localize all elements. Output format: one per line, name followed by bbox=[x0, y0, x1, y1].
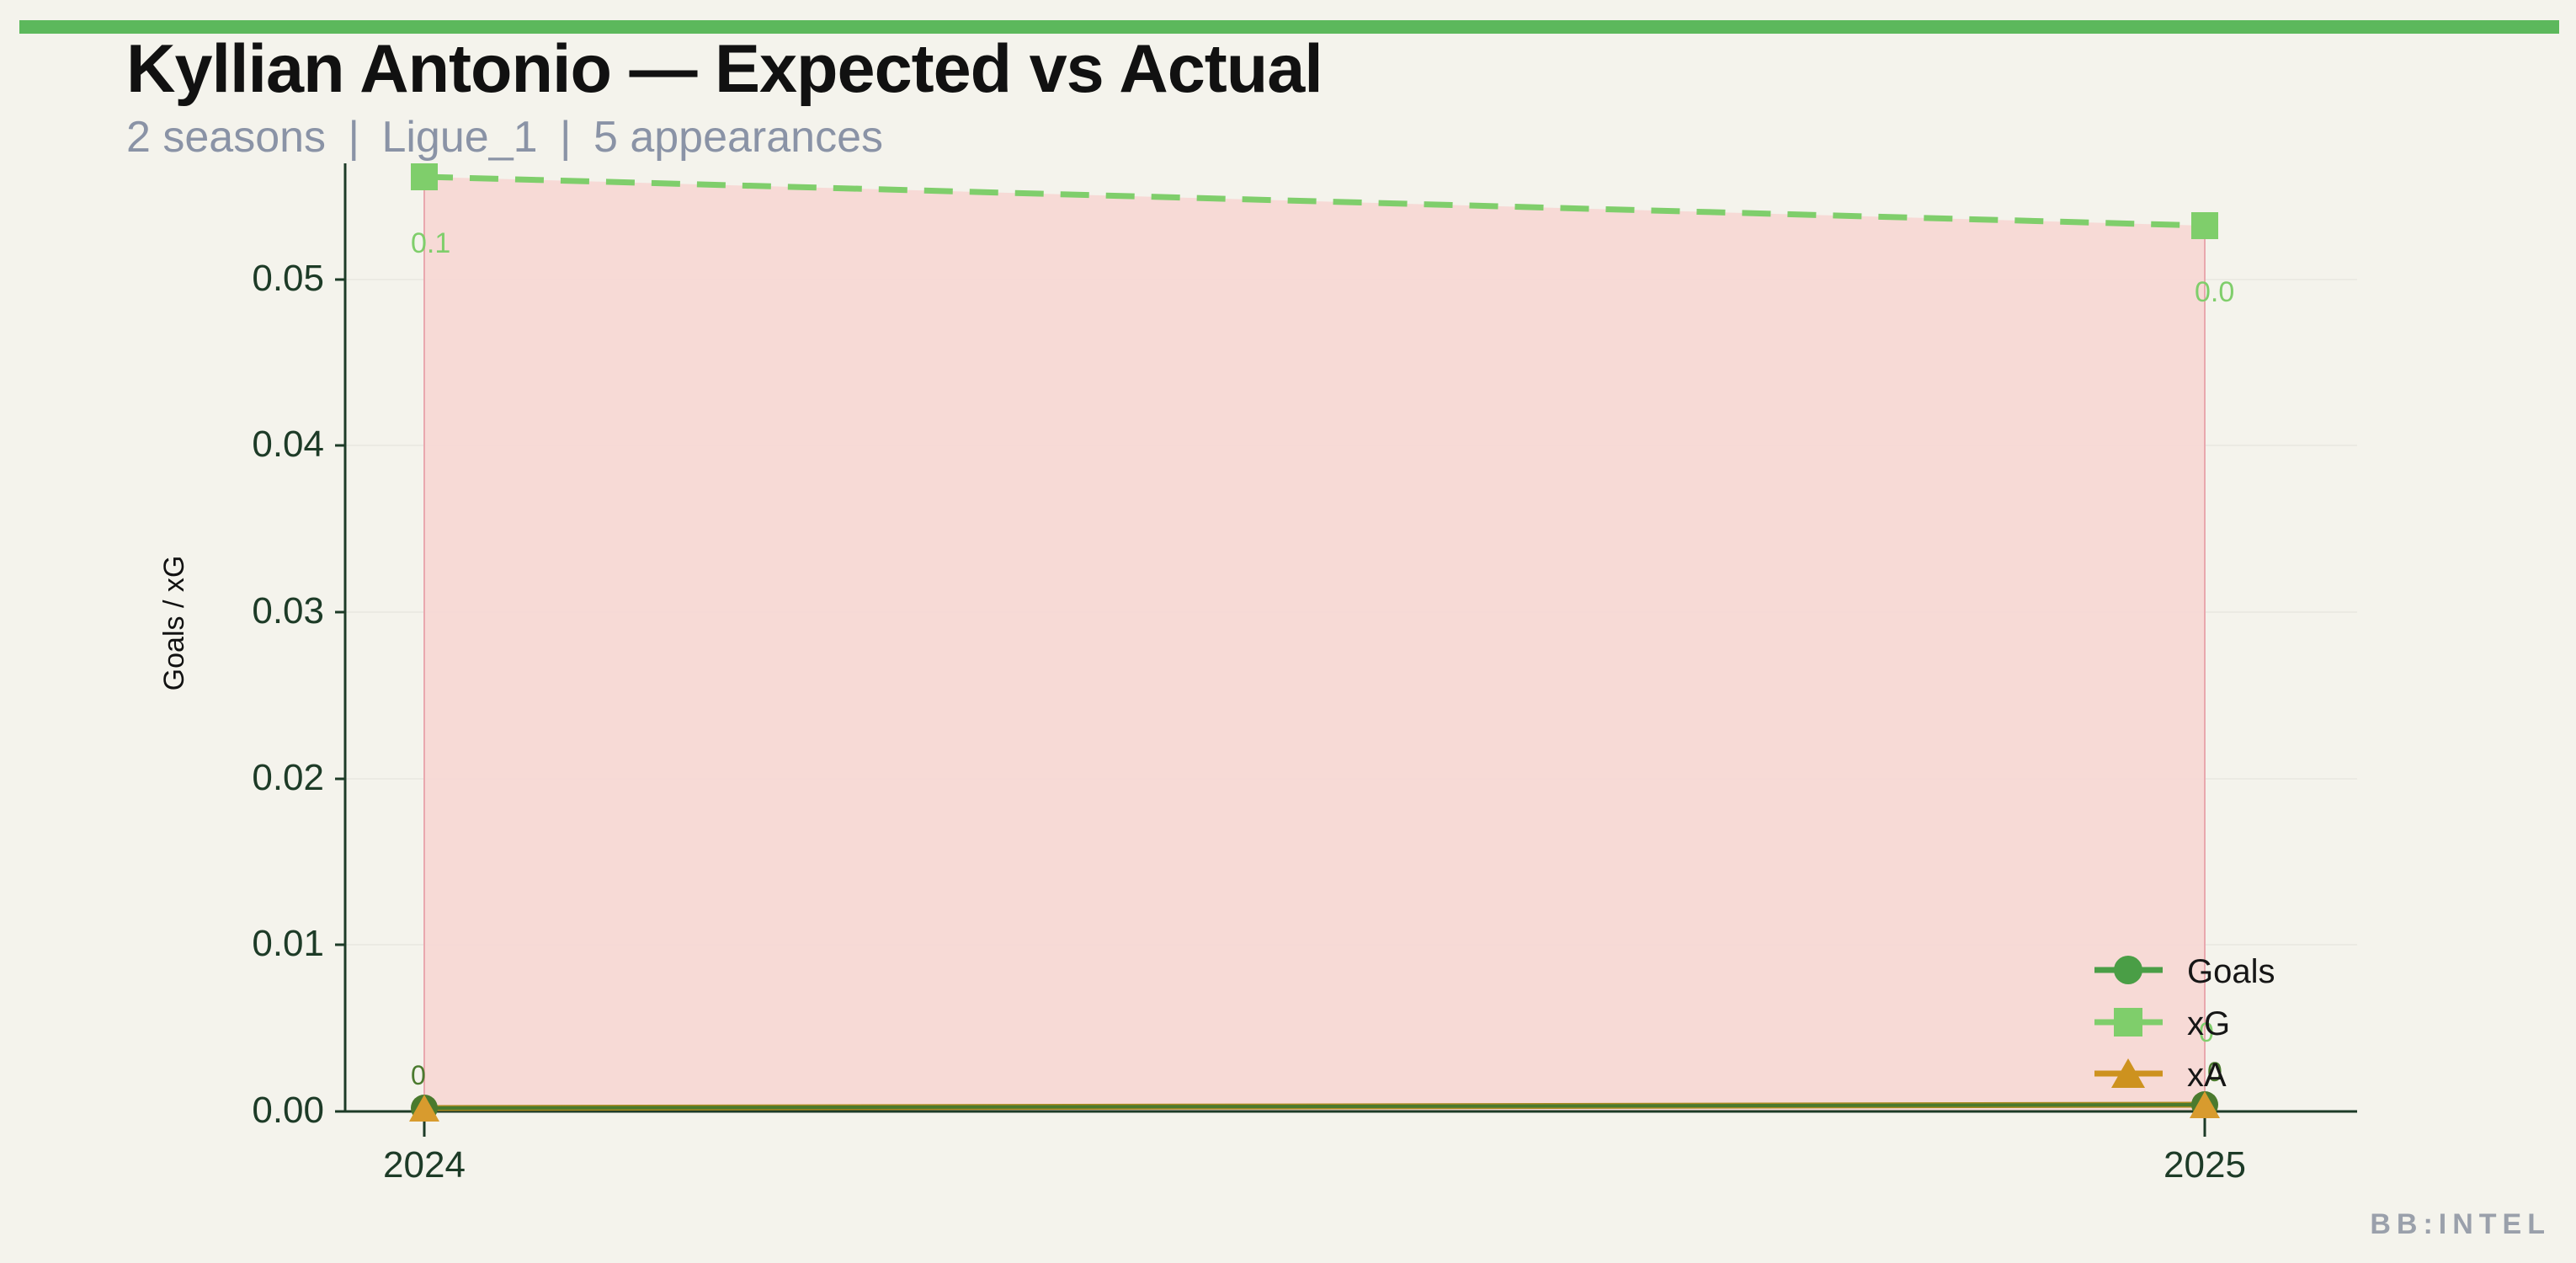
svg-text:0.00: 0.00 bbox=[252, 1090, 324, 1131]
svg-text:0.05: 0.05 bbox=[252, 258, 324, 299]
svg-text:xA: xA bbox=[2187, 1057, 2227, 1094]
svg-text:0.01: 0.01 bbox=[252, 923, 324, 964]
svg-text:Goals: Goals bbox=[2187, 953, 2275, 990]
svg-text:2025: 2025 bbox=[2164, 1144, 2246, 1186]
svg-text:xG: xG bbox=[2187, 1005, 2230, 1042]
svg-text:0.1: 0.1 bbox=[411, 227, 450, 259]
svg-text:0.02: 0.02 bbox=[252, 757, 324, 798]
svg-text:0.0: 0.0 bbox=[2195, 276, 2234, 308]
svg-text:0: 0 bbox=[411, 1060, 426, 1090]
svg-text:0.03: 0.03 bbox=[252, 590, 324, 632]
svg-text:0.04: 0.04 bbox=[252, 424, 324, 465]
svg-text:2024: 2024 bbox=[383, 1144, 466, 1186]
svg-text:Goals / xG: Goals / xG bbox=[158, 556, 190, 691]
